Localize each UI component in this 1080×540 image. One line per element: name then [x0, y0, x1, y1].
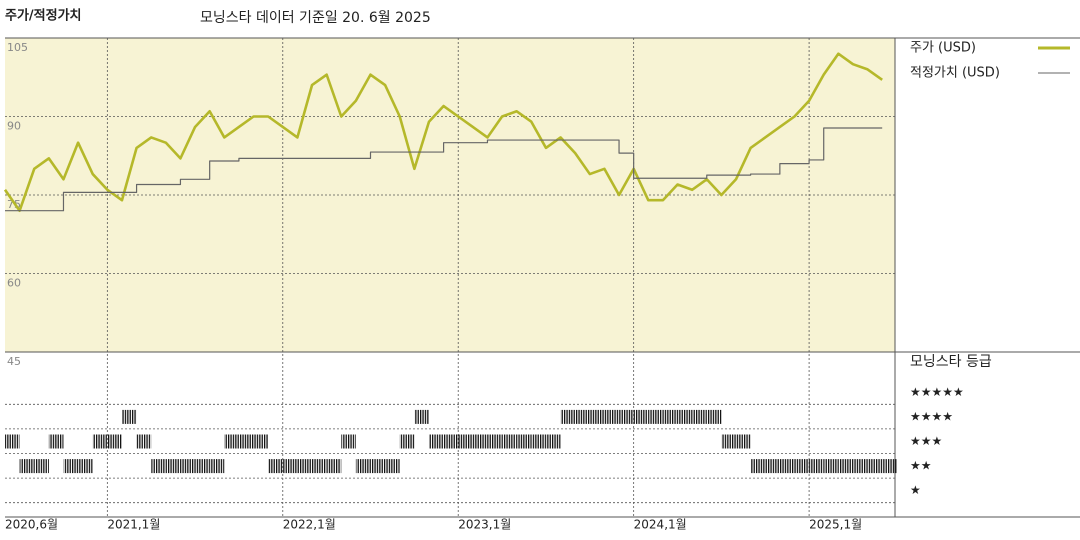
rating-bar	[34, 459, 49, 474]
rating-bar	[107, 434, 122, 449]
rating-bar	[560, 409, 576, 424]
rating-bar	[63, 459, 79, 474]
rating-bar	[589, 409, 605, 424]
x-tick-label: 2024,1월	[634, 518, 687, 532]
rating-label: ★	[910, 483, 921, 497]
rating-bar	[78, 459, 93, 474]
rating-bar	[794, 459, 810, 474]
rating-bar	[545, 434, 561, 449]
rating-bar	[312, 459, 327, 474]
x-tick-label: 2022,1월	[283, 518, 336, 532]
series-line	[3, 52, 883, 212]
x-tick-label: 2023,1월	[458, 518, 511, 532]
rating-bar	[736, 434, 751, 449]
rating-bar	[619, 409, 634, 424]
rating-bar	[282, 459, 298, 474]
chart-subtitle: 모닝스타 데이터 기준일 20. 6월 2025	[200, 10, 431, 26]
rating-bar	[19, 459, 35, 474]
rating-bar	[443, 434, 459, 449]
y-tick-label: 60	[7, 277, 21, 290]
rating-bar	[487, 434, 503, 449]
rating-bar	[677, 409, 693, 424]
rating-bar	[575, 409, 590, 424]
rating-bar	[823, 459, 839, 474]
rating-bar	[692, 409, 707, 424]
rating-bar	[399, 434, 415, 449]
rating-bar	[165, 459, 181, 474]
rating-bar	[882, 459, 897, 474]
rating-bar	[92, 434, 108, 449]
chart-title: 주가/적정가치	[5, 8, 82, 24]
rating-bar	[706, 409, 722, 424]
rating-bar	[5, 434, 20, 449]
rating-bar	[531, 434, 546, 449]
legend-label: 적정가치 (USD)	[910, 66, 1000, 81]
x-tick-label: 2021,1월	[107, 518, 160, 532]
rating-bar	[604, 409, 620, 424]
y-tick-label: 105	[7, 41, 28, 54]
rating-bar	[428, 434, 444, 449]
rating-bar	[224, 434, 239, 449]
rating-bar	[136, 434, 152, 449]
rating-bar	[779, 459, 795, 474]
y-tick-label: 45	[7, 355, 21, 368]
rating-bar	[750, 459, 766, 474]
rating-bar	[648, 409, 663, 424]
rating-bar	[472, 434, 488, 449]
rating-bar	[326, 459, 342, 474]
rating-bar	[502, 434, 517, 449]
series-line	[5, 127, 883, 212]
rating-bar	[121, 409, 137, 424]
rating-bar	[297, 459, 313, 474]
rating-bar	[867, 459, 883, 474]
rating-bar	[341, 434, 356, 449]
rating-label: ★★★★★	[910, 385, 964, 399]
legend-label: 주가 (USD)	[910, 41, 976, 56]
rating-bar	[516, 434, 532, 449]
rating-bar	[268, 459, 283, 474]
rating-bar	[151, 459, 166, 474]
rating-bar	[48, 434, 64, 449]
rating-label: ★★★	[910, 434, 942, 448]
rating-bar	[414, 409, 429, 424]
rating-bar	[180, 459, 196, 474]
rating-bar	[765, 459, 780, 474]
rating-bar	[253, 434, 269, 449]
rating-bar	[370, 459, 386, 474]
rating-label: ★★★★	[910, 409, 953, 423]
rating-label: ★★	[910, 459, 932, 473]
rating-bar	[209, 459, 225, 474]
rating-bar	[633, 409, 649, 424]
rating-bar	[721, 434, 736, 449]
rating-bar	[195, 459, 210, 474]
rating-bar	[852, 459, 868, 474]
rating-bar	[238, 434, 254, 449]
rating-bar	[838, 459, 853, 474]
x-tick-label: 2020,6월	[5, 518, 58, 532]
rating-bar	[662, 409, 678, 424]
x-tick-label: 2025,1월	[809, 518, 862, 532]
rating-bar	[385, 459, 400, 474]
y-tick-label: 90	[7, 120, 21, 133]
rating-title: 모닝스타 등급	[910, 354, 992, 370]
rating-bar	[458, 434, 473, 449]
rating-bar	[809, 459, 824, 474]
rating-bar	[355, 459, 371, 474]
